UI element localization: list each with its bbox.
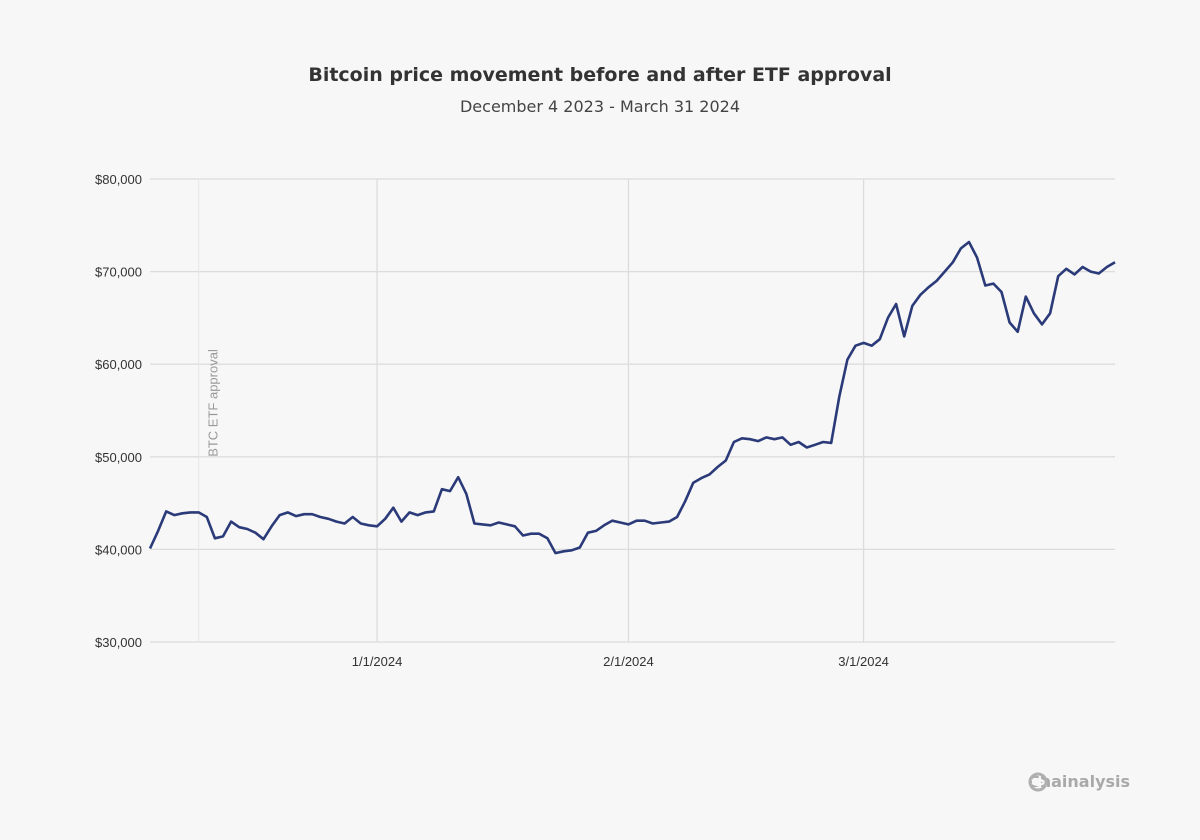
y-axis-ticks: $30,000 $40,000 $50,000 $60,000 $70,000 $80,0… [95,172,142,650]
chart-subtitle: December 4 2023 - March 31 2024 [459,97,740,116]
x-tick-label: 1/1/2024 [352,654,403,669]
x-tick-label: 3/1/2024 [838,654,889,669]
x-gridlines [376,179,865,642]
x-axis-ticks: 1/1/2024 2/1/2024 3/1/2024 [352,654,889,669]
y-tick-label: $30,000 [95,635,142,650]
y-tick-label: $60,000 [95,357,142,372]
y-gridlines [150,178,1115,643]
chart-title: Bitcoin price movement before and after … [308,64,892,86]
chainalysis-logo: Chainalysis [1028,772,1131,792]
y-tick-label: $70,000 [95,265,142,280]
y-tick-label: $80,000 [95,172,142,187]
etf-approval-annotation: BTC ETF approval [198,179,221,642]
etf-approval-label: BTC ETF approval [206,349,221,457]
x-tick-label: 2/1/2024 [603,654,654,669]
chainalysis-logo-text: Chainalysis [1028,772,1131,791]
y-tick-label: $40,000 [95,542,142,557]
y-tick-label: $50,000 [95,450,142,465]
chainalysis-logo-icon [1028,772,1048,792]
price-line [148,240,1116,555]
